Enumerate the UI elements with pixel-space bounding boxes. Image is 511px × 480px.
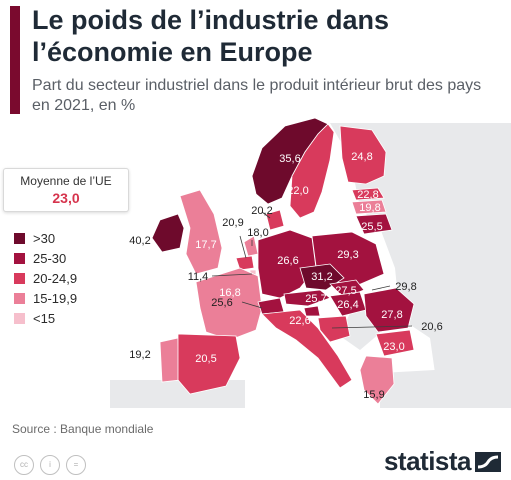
country-italy	[261, 309, 353, 389]
country-croatia	[317, 315, 351, 343]
europe-map: 35,6 22,0 24,8 22,8 19,8 25,5 40,2 17,7 …	[0, 118, 511, 408]
country-germany	[257, 229, 317, 299]
country-slovakia	[329, 279, 365, 299]
creative-commons-icon[interactable]: cc	[14, 455, 34, 475]
label-italy: 22,6	[289, 315, 310, 327]
brand-name: statista	[383, 446, 472, 476]
label-slovakia: 27,5	[335, 285, 356, 297]
chart-subtitle: Part du secteur industriel dans le produ…	[32, 77, 482, 114]
country-austria	[283, 289, 331, 307]
label-switzerland: 25,6	[211, 297, 232, 309]
country-slovenia	[303, 305, 321, 317]
legend-item: 25-30	[14, 248, 124, 268]
license-icons: cc i =	[14, 455, 86, 475]
label-poland: 29,3	[337, 249, 358, 261]
label-denmark: 20,2	[251, 205, 272, 217]
legend-label: >30	[33, 230, 56, 246]
label-germany: 26,6	[277, 255, 298, 267]
country-bulgaria	[375, 329, 415, 357]
legend-label: 15-19,9	[33, 290, 78, 306]
label-france: 16,8	[219, 287, 240, 299]
label-norway: 35,6	[279, 153, 300, 165]
label-ireland: 40,2	[129, 235, 150, 247]
label-finland: 24,8	[351, 151, 372, 163]
country-latvia	[351, 199, 387, 215]
label-czechia: 31,2	[311, 271, 332, 283]
label-belgium: 20,9	[222, 217, 243, 229]
statista-mark-icon	[475, 451, 501, 472]
leader-line-luxembourg	[211, 273, 253, 277]
legend-item: 20-24,9	[14, 268, 124, 288]
attribution-icon[interactable]: i	[40, 455, 60, 475]
label-sweden: 22,0	[287, 185, 308, 197]
country-romania	[363, 287, 415, 333]
leader-line-croatia	[331, 325, 413, 329]
legend-swatch	[14, 272, 25, 284]
legend-swatch	[14, 252, 25, 264]
country-estonia	[351, 187, 385, 201]
europe-map-svg: 35,6 22,0 24,8 22,8 19,8 25,5 40,2 17,7 …	[0, 118, 511, 408]
label-greece: 15,9	[363, 389, 384, 401]
no-derivatives-icon[interactable]: =	[66, 455, 86, 475]
label-spain: 20,5	[195, 353, 216, 365]
label-croatia: 20,6	[421, 321, 442, 333]
country-denmark	[265, 209, 285, 231]
legend: >30 25-30 20-24,9 15-19,9 <15	[14, 228, 124, 328]
country-spain	[177, 333, 241, 395]
leader-line-switzerland	[241, 301, 263, 309]
chart-title: Le poids de l’industrie dans l’économie …	[32, 5, 390, 67]
legend-item: <15	[14, 308, 124, 328]
legend-label: <15	[33, 310, 56, 326]
legend-item: >30	[14, 228, 124, 248]
eu-average-value: 23,0	[52, 190, 80, 206]
label-austria: 25,7	[305, 293, 326, 305]
label-uk: 17,7	[195, 239, 216, 251]
legend-swatch	[14, 232, 25, 244]
eu-average-label: Moyenne de l’UE	[20, 174, 112, 188]
legend-label: 20-24,9	[33, 270, 78, 286]
country-greece	[359, 355, 395, 405]
country-sweden	[289, 123, 335, 219]
country-uk	[179, 189, 223, 275]
label-hungary: 26,4	[337, 299, 358, 311]
legend-label: 25-30	[33, 250, 67, 266]
label-bulgaria: 23,0	[383, 341, 404, 353]
leader-line-belgium	[239, 235, 247, 259]
country-france	[195, 267, 263, 341]
label-latvia: 19,8	[359, 202, 380, 214]
statista-logo[interactable]: statista	[384, 446, 501, 477]
country-portugal	[159, 337, 181, 383]
country-belgium	[235, 255, 255, 271]
label-romania: 27,8	[381, 309, 402, 321]
legend-swatch	[14, 312, 25, 324]
label-lithuania: 25,5	[361, 221, 382, 233]
eu-average-box: Moyenne de l’UE 23,0	[3, 168, 129, 212]
label-estonia: 22,8	[357, 189, 378, 201]
legend-item: 15-19,9	[14, 288, 124, 308]
country-ireland	[151, 213, 185, 253]
leader-line-denmark	[261, 211, 271, 219]
non-eu-land-turkey	[380, 368, 511, 408]
label-netherlands: 18,0	[247, 227, 268, 239]
country-finland	[339, 125, 387, 185]
leader-line-slovenia	[371, 285, 391, 291]
legend-swatch	[14, 292, 25, 304]
title-accent-bar	[10, 6, 20, 114]
label-slovenia: 29,8	[395, 281, 416, 293]
label-portugal: 19,2	[129, 349, 150, 361]
label-luxembourg: 11,4	[188, 271, 209, 283]
country-lithuania	[355, 213, 393, 235]
source-text: Source : Banque mondiale	[12, 422, 154, 436]
